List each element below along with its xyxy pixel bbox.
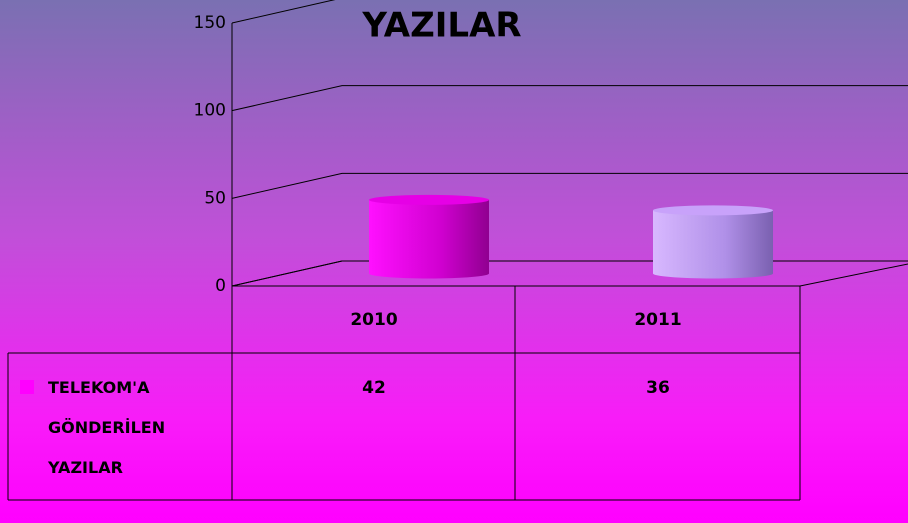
cylinder-top [653, 205, 773, 216]
table-value: 42 [362, 378, 386, 398]
y-tick-label: 100 [194, 101, 226, 121]
x-tick-label: 2010 [350, 310, 397, 330]
bar [653, 210, 773, 274]
grid-line [231, 85, 908, 112]
x-tick-label: 2011 [634, 310, 681, 330]
legend-label: TELEKOM'A GÖNDERİLEN YAZILAR [48, 378, 166, 477]
bar [369, 199, 489, 274]
grid-line [231, 0, 336, 24]
grid-line [231, 172, 908, 199]
y-tick-label: 0 [215, 276, 226, 296]
y-tick-label: 50 [204, 188, 226, 208]
grid-line [231, 260, 908, 287]
legend-swatch [20, 380, 34, 394]
cylinder-top [369, 194, 489, 205]
chart-title: YAZILAR [361, 6, 521, 46]
data-table [7, 285, 801, 501]
table-value: 36 [646, 378, 670, 398]
y-tick-label: 150 [194, 13, 226, 33]
floor-edge [799, 263, 908, 287]
